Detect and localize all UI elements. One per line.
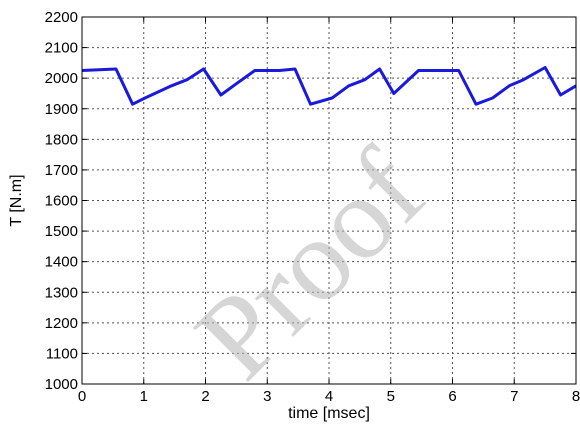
y-tick-label: 2200 <box>45 9 78 26</box>
y-tick-label: 1100 <box>46 345 78 362</box>
torque-series-line <box>81 66 577 106</box>
y-tick-label: 1000 <box>45 376 78 393</box>
x-tick-label: 2 <box>201 388 209 405</box>
ticks: 0 1 2 3 4 5 6 7 8 1000 1100 1200 1300 1400 1500 1600 170… <box>45 9 580 405</box>
x-axis-label: time [msec] <box>288 405 370 422</box>
y-tick-label: 1700 <box>45 162 78 179</box>
y-tick-label: 1200 <box>45 315 78 332</box>
y-tick-label: 1500 <box>45 223 78 240</box>
y-tick-label: 2100 <box>45 40 78 57</box>
x-tick-label: 7 <box>510 388 518 405</box>
y-tick-label: 1600 <box>45 193 78 210</box>
y-axis-label: T [N.m] <box>8 174 25 226</box>
y-tick-label: 1300 <box>45 284 78 301</box>
y-tick-label: 1400 <box>45 254 78 271</box>
series-layer <box>81 66 577 106</box>
x-tick-label: 0 <box>78 388 86 405</box>
y-tick-label: 1900 <box>45 101 78 118</box>
x-tick-label: 6 <box>448 388 456 405</box>
y-tick-label: 2000 <box>45 70 78 87</box>
x-tick-label: 5 <box>387 388 395 405</box>
y-tick-label: 1800 <box>45 131 78 148</box>
x-tick-label: 8 <box>572 388 580 405</box>
x-tick-label: 3 <box>263 388 271 405</box>
x-tick-label: 4 <box>325 388 333 405</box>
grid <box>82 17 576 384</box>
x-tick-label: 1 <box>140 388 148 405</box>
